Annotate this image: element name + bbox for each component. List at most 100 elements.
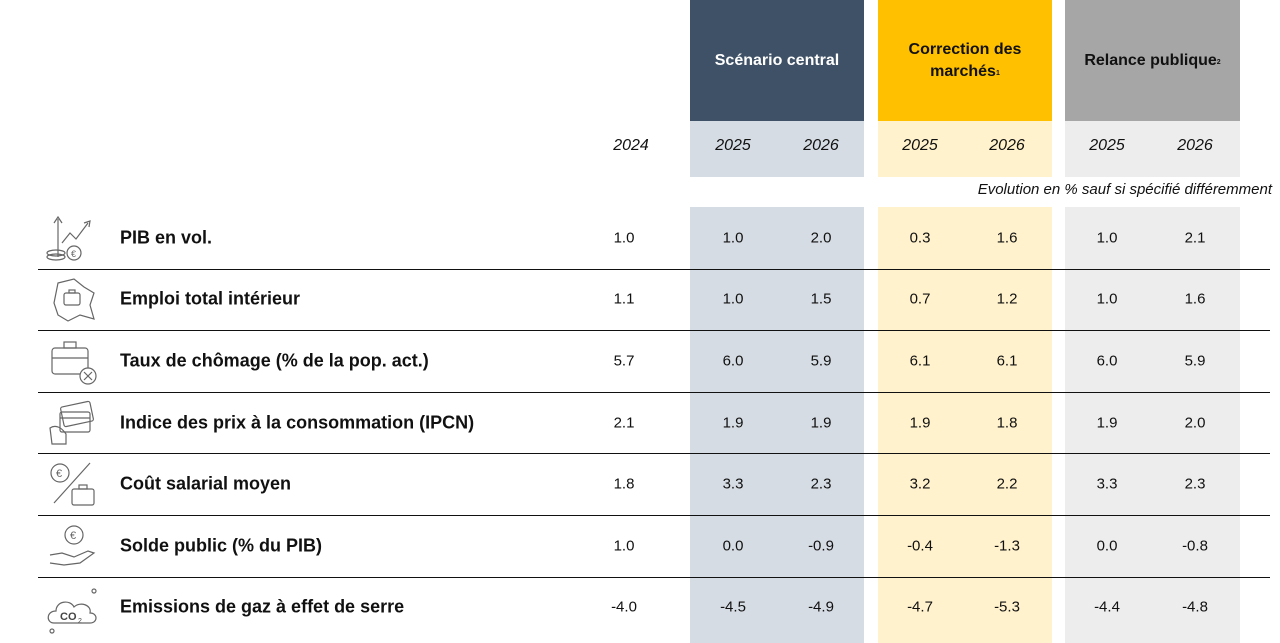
table-cell: 1.0	[613, 229, 635, 247]
central-band-body	[690, 207, 864, 643]
svg-text:€: €	[70, 530, 76, 542]
table-cell: 2.0	[810, 229, 832, 247]
table-cell: 1.0	[613, 537, 635, 555]
table-cell: 0.7	[909, 290, 931, 308]
co2-cloud-icon: CO 2	[44, 583, 102, 634]
table-cell: -0.9	[808, 537, 834, 555]
header-relance-publique: Relance publique2	[1065, 0, 1240, 121]
table-cell: 1.9	[1096, 414, 1118, 432]
table-row: CO 2 Emissions de gaz à effet de serre -4.0…	[0, 577, 1270, 639]
correction-band-light	[878, 121, 1052, 177]
row-label: Coût salarial moyen	[120, 473, 292, 494]
header-relance-label: Relance publique	[1084, 51, 1217, 69]
correction-band-body	[878, 207, 1052, 643]
briefcase-map-icon	[44, 275, 102, 325]
table-cell: 2.1	[613, 414, 635, 432]
table-cell: 1.0	[722, 229, 744, 247]
table-cell: 1.9	[722, 414, 744, 432]
table-row: Indice des prix à la consommation (IPCN)…	[0, 392, 1270, 454]
hand-euro-icon: €	[44, 521, 102, 571]
table-cell: 6.0	[1096, 352, 1118, 370]
table-cell: 6.0	[722, 352, 744, 370]
row-label: Taux de chômage (% de la pop. act.)	[120, 350, 429, 371]
table-cell: 1.2	[996, 290, 1018, 308]
table-cell: 2.3	[1184, 475, 1206, 493]
row-label: Solde public (% du PIB)	[120, 535, 322, 556]
row-divider	[38, 453, 1270, 454]
table-cell: -4.5	[720, 598, 746, 616]
table-cell: 1.6	[996, 229, 1018, 247]
year-central-2026: 2026	[803, 137, 839, 154]
svg-text:€: €	[71, 249, 76, 259]
header-correction-line1: Correction des	[908, 40, 1022, 58]
table-cell: 1.9	[810, 414, 832, 432]
table-cell: 0.0	[1096, 537, 1118, 555]
table-cell: 1.8	[996, 414, 1018, 432]
row-divider	[38, 577, 1270, 578]
table-cell: 3.3	[722, 475, 744, 493]
year-central-2025: 2025	[715, 137, 751, 154]
table-cell: 5.9	[810, 352, 832, 370]
row-label: PIB en vol.	[120, 227, 213, 248]
central-band-light	[690, 121, 864, 177]
table-row: Emploi total intérieur 1.1 1.0 1.5 0.7 1.2 1.0…	[0, 269, 1270, 331]
table-cell: 2.0	[1184, 414, 1206, 432]
svg-text:CO: CO	[60, 611, 77, 623]
table-cell: 1.0	[1096, 290, 1118, 308]
footnote-1: 1	[995, 69, 1000, 77]
gdp-growth-icon: €	[44, 213, 102, 263]
table-row: € Coût salarial moyen 1.8 3.3 2.3 3.2 2.2 3.3 2.…	[0, 453, 1270, 515]
row-divider	[38, 392, 1270, 393]
footnote-2: 2	[1216, 58, 1221, 66]
euro-briefcase-icon: €	[44, 459, 102, 509]
svg-text:2: 2	[78, 618, 82, 625]
year-correction-2026: 2026	[989, 137, 1025, 154]
header-correction-marches: Correction des marchés1	[878, 0, 1052, 121]
table-cell: 1.6	[1184, 290, 1206, 308]
row-label: Emissions de gaz à effet de serre	[120, 596, 405, 617]
table-cell: 2.1	[1184, 229, 1206, 247]
table-cell: 3.3	[1096, 475, 1118, 493]
table-cell: -0.4	[907, 537, 933, 555]
table-cell: 6.1	[996, 352, 1018, 370]
briefcase-cross-icon	[44, 336, 102, 386]
table-cell: 5.7	[613, 352, 635, 370]
table-cell: -4.4	[1094, 598, 1120, 616]
table-row: € PIB en vol. 1.0 1.0 2.0 0.3 1.6 1.0 2.1	[0, 207, 1270, 269]
year-relance-2025: 2025	[1089, 137, 1125, 154]
table-cell: 5.9	[1184, 352, 1206, 370]
credit-card-icon	[44, 398, 102, 448]
table-row: Taux de chômage (% de la pop. act.) 5.7 6.…	[0, 330, 1270, 392]
table-cell: 1.9	[909, 414, 931, 432]
table-cell: 3.2	[909, 475, 931, 493]
table-cell: 1.0	[722, 290, 744, 308]
relance-band-body	[1065, 207, 1240, 643]
table-cell: -0.8	[1182, 537, 1208, 555]
units-note: Evolution en % sauf si spécifié différem…	[977, 181, 1272, 198]
header-scenario-central-label: Scénario central	[714, 51, 840, 69]
table-cell: -4.9	[808, 598, 834, 616]
table-cell: -4.7	[907, 598, 933, 616]
table-cell: 1.8	[613, 475, 635, 493]
year-2024: 2024	[613, 137, 649, 154]
row-label: Emploi total intérieur	[120, 288, 301, 309]
year-relance-2026: 2026	[1177, 137, 1213, 154]
table-cell: 0.3	[909, 229, 931, 247]
table-row: € Solde public (% du PIB) 1.0 0.0 -0.9 -0.4 -1…	[0, 515, 1270, 577]
table-cell: 2.2	[996, 475, 1018, 493]
table-cell: 1.5	[810, 290, 832, 308]
row-divider	[38, 515, 1270, 516]
relance-band-light	[1065, 121, 1240, 177]
row-divider	[38, 269, 1270, 270]
table-cell: -4.0	[611, 598, 637, 616]
table-cell: 1.0	[1096, 229, 1118, 247]
table-cell: -4.8	[1182, 598, 1208, 616]
header-correction-line2: marchés	[930, 62, 996, 80]
table-cell: 2.3	[810, 475, 832, 493]
table-cell: -5.3	[994, 598, 1020, 616]
year-correction-2025: 2025	[902, 137, 938, 154]
table-cell: 6.1	[909, 352, 931, 370]
table-cell: 1.1	[613, 290, 635, 308]
table-cell: -1.3	[994, 537, 1020, 555]
row-divider	[38, 330, 1270, 331]
